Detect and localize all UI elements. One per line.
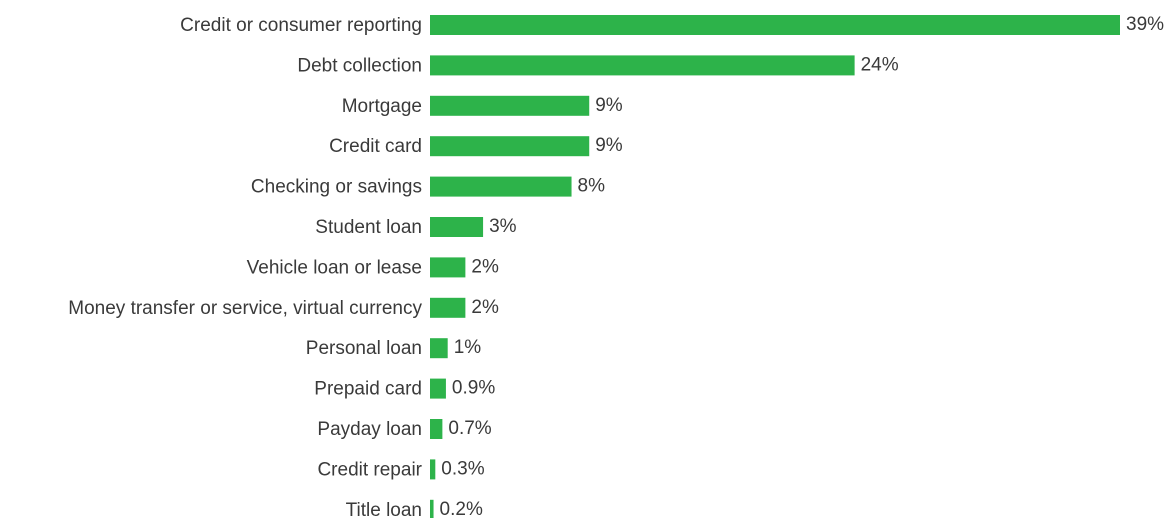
bar (430, 15, 1120, 35)
bar (430, 459, 436, 480)
value-label: 2% (471, 297, 499, 318)
category-label: Student loan (315, 217, 422, 238)
bar (430, 176, 572, 197)
value-label: 0.7% (448, 418, 491, 439)
value-label: 0.9% (452, 378, 495, 399)
category-label: Credit card (329, 136, 422, 157)
value-label: 3% (489, 216, 517, 237)
value-label: 1% (454, 337, 482, 358)
bar (430, 499, 434, 518)
category-label: Credit repair (317, 459, 422, 480)
value-label: 39% (1126, 14, 1164, 35)
bar (430, 338, 448, 359)
category-label: Credit or consumer reporting (180, 15, 422, 36)
category-label: Money transfer or service, virtual curre… (68, 298, 422, 319)
bar (430, 95, 590, 116)
value-label: 8% (578, 176, 606, 197)
bar (430, 378, 446, 399)
category-label: Checking or savings (251, 177, 422, 198)
category-label: Prepaid card (314, 379, 422, 400)
value-label: 2% (471, 256, 499, 277)
bar (430, 55, 855, 76)
value-label: 0.2% (440, 499, 483, 518)
bar (430, 297, 466, 318)
category-label: Vehicle loan or lease (247, 257, 422, 278)
category-label: Payday loan (317, 419, 422, 440)
category-label: Personal loan (306, 338, 422, 359)
value-label: 24% (861, 54, 899, 75)
bar (430, 419, 443, 439)
bar (430, 136, 590, 157)
value-label: 0.3% (441, 458, 484, 479)
value-label: 9% (595, 95, 623, 116)
bar (430, 217, 484, 237)
category-label: Mortgage (342, 96, 422, 117)
category-label: Debt collection (297, 55, 422, 76)
bar (430, 257, 466, 278)
category-label: Title loan (346, 500, 422, 518)
value-label: 9% (595, 135, 623, 156)
